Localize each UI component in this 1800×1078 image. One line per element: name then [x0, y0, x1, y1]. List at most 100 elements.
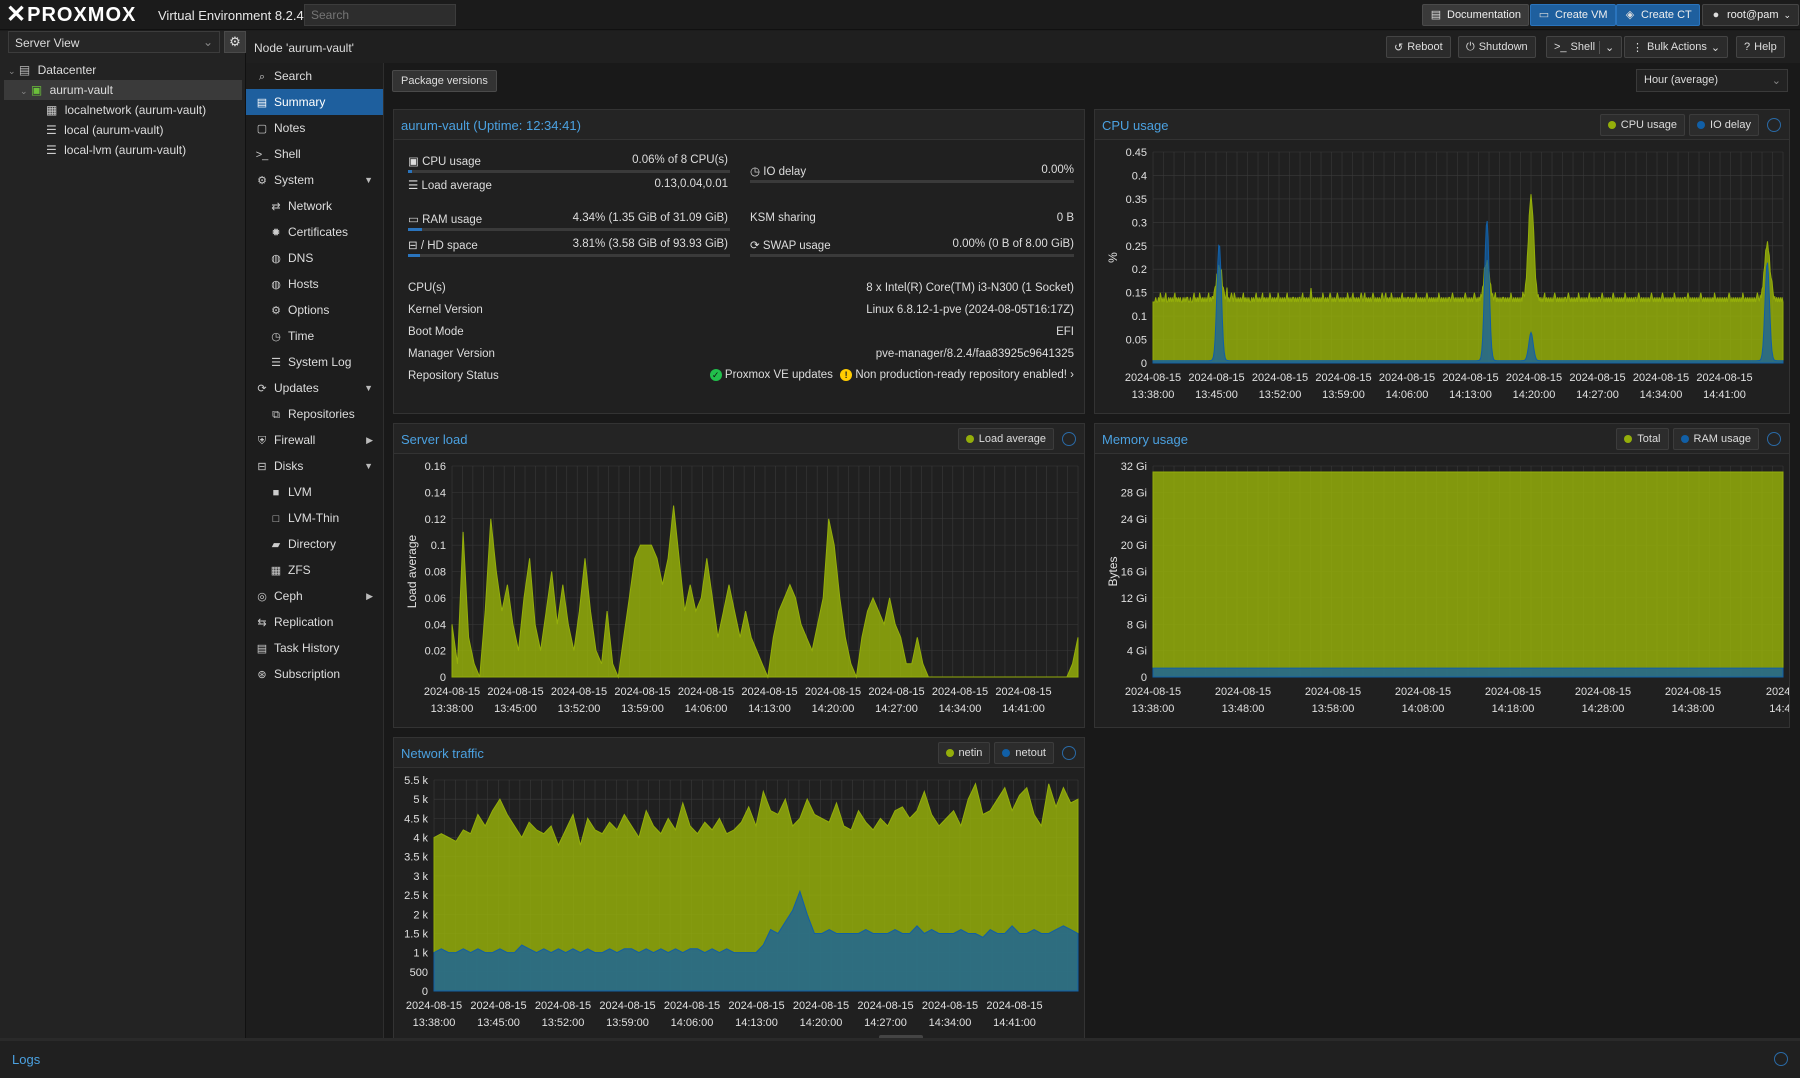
tree-item-localnetwork[interactable]: ▦ localnetwork (aurum-vault) — [46, 103, 207, 117]
y-tick-label: 4 Gi — [1127, 646, 1147, 658]
legend-io-delay[interactable]: IO delay — [1689, 114, 1759, 136]
x-tick-label: 2024-08-15 — [1696, 372, 1752, 384]
certificate-icon: ✹ — [271, 227, 281, 239]
menu-item-directory[interactable]: ▰ Directory — [246, 531, 383, 557]
legend-load-average[interactable]: Load average — [957, 428, 1054, 450]
y-tick-label: 0 — [422, 986, 428, 998]
legend-total[interactable]: Total — [1616, 428, 1669, 450]
menu-item-dns[interactable]: ◍ DNS — [246, 245, 383, 271]
y-tick-label: 5.5 k — [404, 775, 428, 787]
x-tick-label: 2024-08-15 — [1442, 372, 1498, 384]
search-input[interactable] — [304, 4, 456, 26]
view-selector[interactable]: Server View ⌄ — [8, 31, 220, 53]
square-icon: ■ — [272, 487, 280, 499]
x-tick-label: 2024-08-15 — [1569, 372, 1625, 384]
menu-item-network[interactable]: ⇄ Network — [246, 193, 383, 219]
menu-item-system-log[interactable]: ☰ System Log — [246, 349, 383, 375]
menu-item-updates[interactable]: ⟳ Updates ▼ — [246, 375, 383, 401]
menu-item-options[interactable]: ⚙ Options — [246, 297, 383, 323]
y-tick-label: 0.06 — [425, 593, 446, 605]
x-tick-label: 13:59:00 — [621, 703, 664, 715]
menu-item-replication[interactable]: ⇆ Replication — [246, 609, 383, 635]
x-tick-label: 14:28:00 — [1582, 703, 1625, 715]
y-tick-label: 16 Gi — [1121, 567, 1147, 579]
menu-item-system[interactable]: ⚙ System ▼ — [246, 167, 383, 193]
gear-icon[interactable]: ⚙ — [224, 31, 246, 53]
x-tick-label: 2024-08-15 — [793, 1000, 849, 1012]
undo-zoom-icon[interactable] — [1062, 432, 1076, 446]
menu-item-summary[interactable]: ▤ Summary — [246, 89, 383, 115]
undo-zoom-icon[interactable] — [1767, 432, 1781, 446]
bulk-actions-button[interactable]: ⋮ Bulk Actions ⌄ — [1624, 36, 1729, 58]
undo-zoom-icon[interactable] — [1062, 746, 1076, 760]
y-tick-label: 0.05 — [1126, 335, 1147, 347]
menu-item-subscription[interactable]: ⊛ Subscription — [246, 661, 383, 687]
reboot-button[interactable]: ↺ Reboot — [1386, 36, 1451, 58]
x-tick-label: 2024-08-15 — [614, 686, 670, 698]
logs-panel[interactable]: Logs — [0, 1038, 1800, 1078]
shutdown-button[interactable]: ⏻ Shutdown — [1458, 36, 1536, 58]
menu-item-lvm[interactable]: ■ LVM — [246, 479, 383, 505]
hd-space-value: 3.81% (3.58 GiB of 93.93 GiB) — [572, 238, 728, 250]
x-tick-label: 14:13:00 — [748, 703, 791, 715]
menu-item-lvm-thin[interactable]: □ LVM-Thin — [246, 505, 383, 531]
legend-netout[interactable]: netout — [994, 742, 1054, 764]
menu-item-hosts[interactable]: ◍ Hosts — [246, 271, 383, 297]
x-tick-label: 14:18:00 — [1492, 703, 1535, 715]
menu-item-disks[interactable]: ⊟ Disks ▼ — [246, 453, 383, 479]
cpu-usage-chart: 0 0.05 0.1 0.15 0.2 0.25 0.3 0.35 0.4 0.45 2024-08… — [1106, 147, 1784, 401]
package-versions-button[interactable]: Package versions — [392, 70, 497, 92]
legend-cpu-usage[interactable]: CPU usage — [1599, 114, 1686, 136]
tree-item-local-storage[interactable]: ☰ local (aurum-vault) — [46, 123, 164, 137]
menu-item-repositories[interactable]: ⧉ Repositories — [246, 401, 383, 427]
collapse-icon[interactable]: ⌄ — [8, 66, 16, 76]
cpu-chart-title: CPU usage — [1102, 118, 1169, 133]
documentation-button[interactable]: ▤ Documentation — [1422, 4, 1529, 26]
menu-item-certificates[interactable]: ✹ Certificates — [246, 219, 383, 245]
menu-item-zfs[interactable]: ▦ ZFS — [246, 557, 383, 583]
kernel-label: Kernel Version — [408, 304, 483, 316]
caret-down-icon: ▼ — [364, 175, 373, 185]
caret-down-icon: ▼ — [364, 461, 373, 471]
y-tick-label: 0.14 — [425, 487, 446, 499]
x-tick-label: 13:38:00 — [1132, 703, 1175, 715]
expand-icon[interactable] — [1774, 1052, 1788, 1066]
collapse-icon[interactable]: ⌄ — [20, 86, 28, 96]
clock-icon: ◷ — [750, 166, 761, 178]
ksm-sharing-value: 0 B — [1056, 212, 1074, 224]
legend-ram-usage[interactable]: RAM usage — [1672, 428, 1759, 450]
power-icon: ⏻ — [1466, 40, 1475, 53]
repository-status-value[interactable]: ✓ Proxmox VE updates ! Non production-re… — [709, 369, 1074, 381]
menu-item-task-history[interactable]: ▤ Task History — [246, 635, 383, 661]
tree-item-local-lvm[interactable]: ☰ local-lvm (aurum-vault) — [46, 143, 187, 157]
legend-netin[interactable]: netin — [937, 742, 991, 764]
menu-item-search[interactable]: ⌕ Search — [246, 63, 383, 89]
tree-item-datacenter[interactable]: ⌄ ▤ Datacenter — [8, 63, 97, 77]
menu-item-notes[interactable]: ▢ Notes — [246, 115, 383, 141]
y-tick-label: 4 k — [413, 833, 428, 845]
user-menu-button[interactable]: ● root@pam ⌄ — [1702, 4, 1800, 26]
undo-icon: ↺ — [1394, 41, 1404, 54]
x-tick-label: 14:34:00 — [929, 1017, 972, 1029]
storage-icon: ☰ — [46, 143, 57, 157]
hd-space-bar — [408, 254, 730, 257]
chevron-down-icon: ⌄ — [1783, 9, 1792, 20]
x-tick-label: 2024-08-15 — [1125, 686, 1181, 698]
undo-zoom-icon[interactable] — [1767, 118, 1781, 132]
menu-item-time[interactable]: ◷ Time — [246, 323, 383, 349]
shell-button[interactable]: >_ Shell ⌄ — [1546, 36, 1623, 58]
menu-item-firewall[interactable]: ⛨ Firewall ▶ — [246, 427, 383, 453]
x-tick-label: 2024-08-15 — [1125, 372, 1181, 384]
timeframe-select[interactable]: Hour (average) ⌄ — [1636, 69, 1788, 92]
network-traffic-panel: Network traffic netin netout 0 500 1 k 1.5 … — [393, 737, 1085, 1042]
resource-tree: ⌄ ▤ Datacenter ⌄ ▣ aurum-vault ▦ localne… — [4, 60, 242, 160]
gear-icon: ⚙ — [271, 305, 281, 317]
create-vm-button[interactable]: ▭ Create VM — [1530, 4, 1616, 26]
list-alt-icon: ▤ — [256, 643, 268, 655]
menu-item-ceph[interactable]: ◎ Ceph ▶ — [246, 583, 383, 609]
help-button[interactable]: ? Help — [1736, 36, 1785, 58]
tree-item-node[interactable]: ⌄ ▣ aurum-vault — [4, 80, 242, 100]
y-tick-label: 0.35 — [1126, 194, 1147, 206]
create-ct-button[interactable]: ◈ Create CT — [1616, 4, 1700, 26]
menu-item-shell[interactable]: >_ Shell — [246, 141, 383, 167]
